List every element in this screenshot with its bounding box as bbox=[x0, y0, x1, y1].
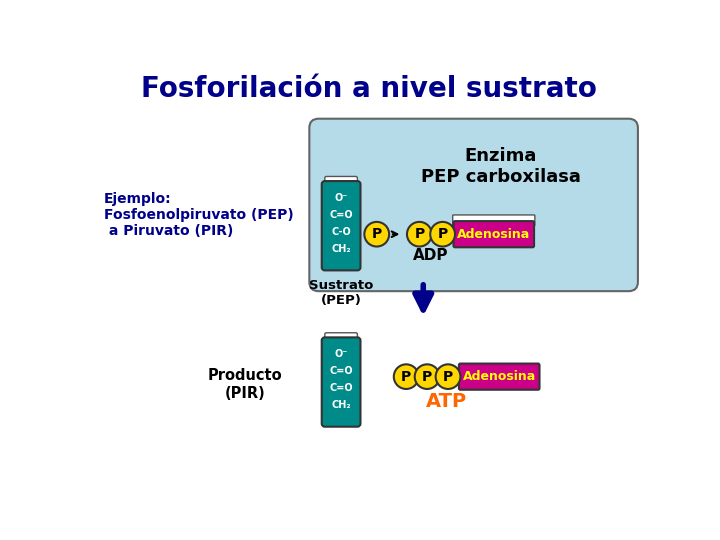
FancyBboxPatch shape bbox=[325, 333, 357, 347]
Text: Producto
(PIR): Producto (PIR) bbox=[207, 368, 282, 401]
Text: P: P bbox=[422, 370, 432, 383]
Text: ADP: ADP bbox=[413, 248, 449, 264]
Text: O⁻: O⁻ bbox=[334, 193, 348, 203]
FancyBboxPatch shape bbox=[453, 215, 535, 226]
FancyBboxPatch shape bbox=[322, 338, 361, 427]
Text: P: P bbox=[401, 370, 411, 383]
Text: C=O: C=O bbox=[329, 383, 353, 393]
Circle shape bbox=[407, 222, 432, 247]
Text: Sustrato
(PEP): Sustrato (PEP) bbox=[309, 279, 373, 307]
Circle shape bbox=[436, 364, 461, 389]
Text: Adenosina: Adenosina bbox=[462, 370, 536, 383]
FancyBboxPatch shape bbox=[325, 177, 357, 190]
Text: CH₂: CH₂ bbox=[331, 244, 351, 254]
Circle shape bbox=[364, 222, 389, 247]
FancyBboxPatch shape bbox=[310, 119, 638, 291]
Circle shape bbox=[394, 364, 418, 389]
Text: C=O: C=O bbox=[329, 366, 353, 376]
Text: C=O: C=O bbox=[329, 210, 353, 220]
Text: P: P bbox=[372, 227, 382, 241]
FancyBboxPatch shape bbox=[459, 363, 539, 390]
Text: P: P bbox=[414, 227, 425, 241]
Circle shape bbox=[431, 222, 455, 247]
Text: O⁻: O⁻ bbox=[334, 349, 348, 359]
FancyBboxPatch shape bbox=[322, 181, 361, 271]
Text: ATP: ATP bbox=[426, 392, 467, 411]
FancyBboxPatch shape bbox=[454, 221, 534, 247]
Text: Enzima
PEP carboxilasa: Enzima PEP carboxilasa bbox=[420, 147, 581, 186]
Text: Ejemplo:
Fosfoenolpiruvato (PEP)
 a Piruvato (PIR): Ejemplo: Fosfoenolpiruvato (PEP) a Piruv… bbox=[104, 192, 294, 238]
Circle shape bbox=[415, 364, 439, 389]
Text: CH₂: CH₂ bbox=[331, 400, 351, 410]
Text: C-O: C-O bbox=[331, 227, 351, 237]
Text: P: P bbox=[438, 227, 448, 241]
Text: Adenosina: Adenosina bbox=[457, 228, 531, 241]
Text: P: P bbox=[443, 370, 453, 383]
Text: Fosforilación a nivel sustrato: Fosforilación a nivel sustrato bbox=[141, 76, 597, 104]
